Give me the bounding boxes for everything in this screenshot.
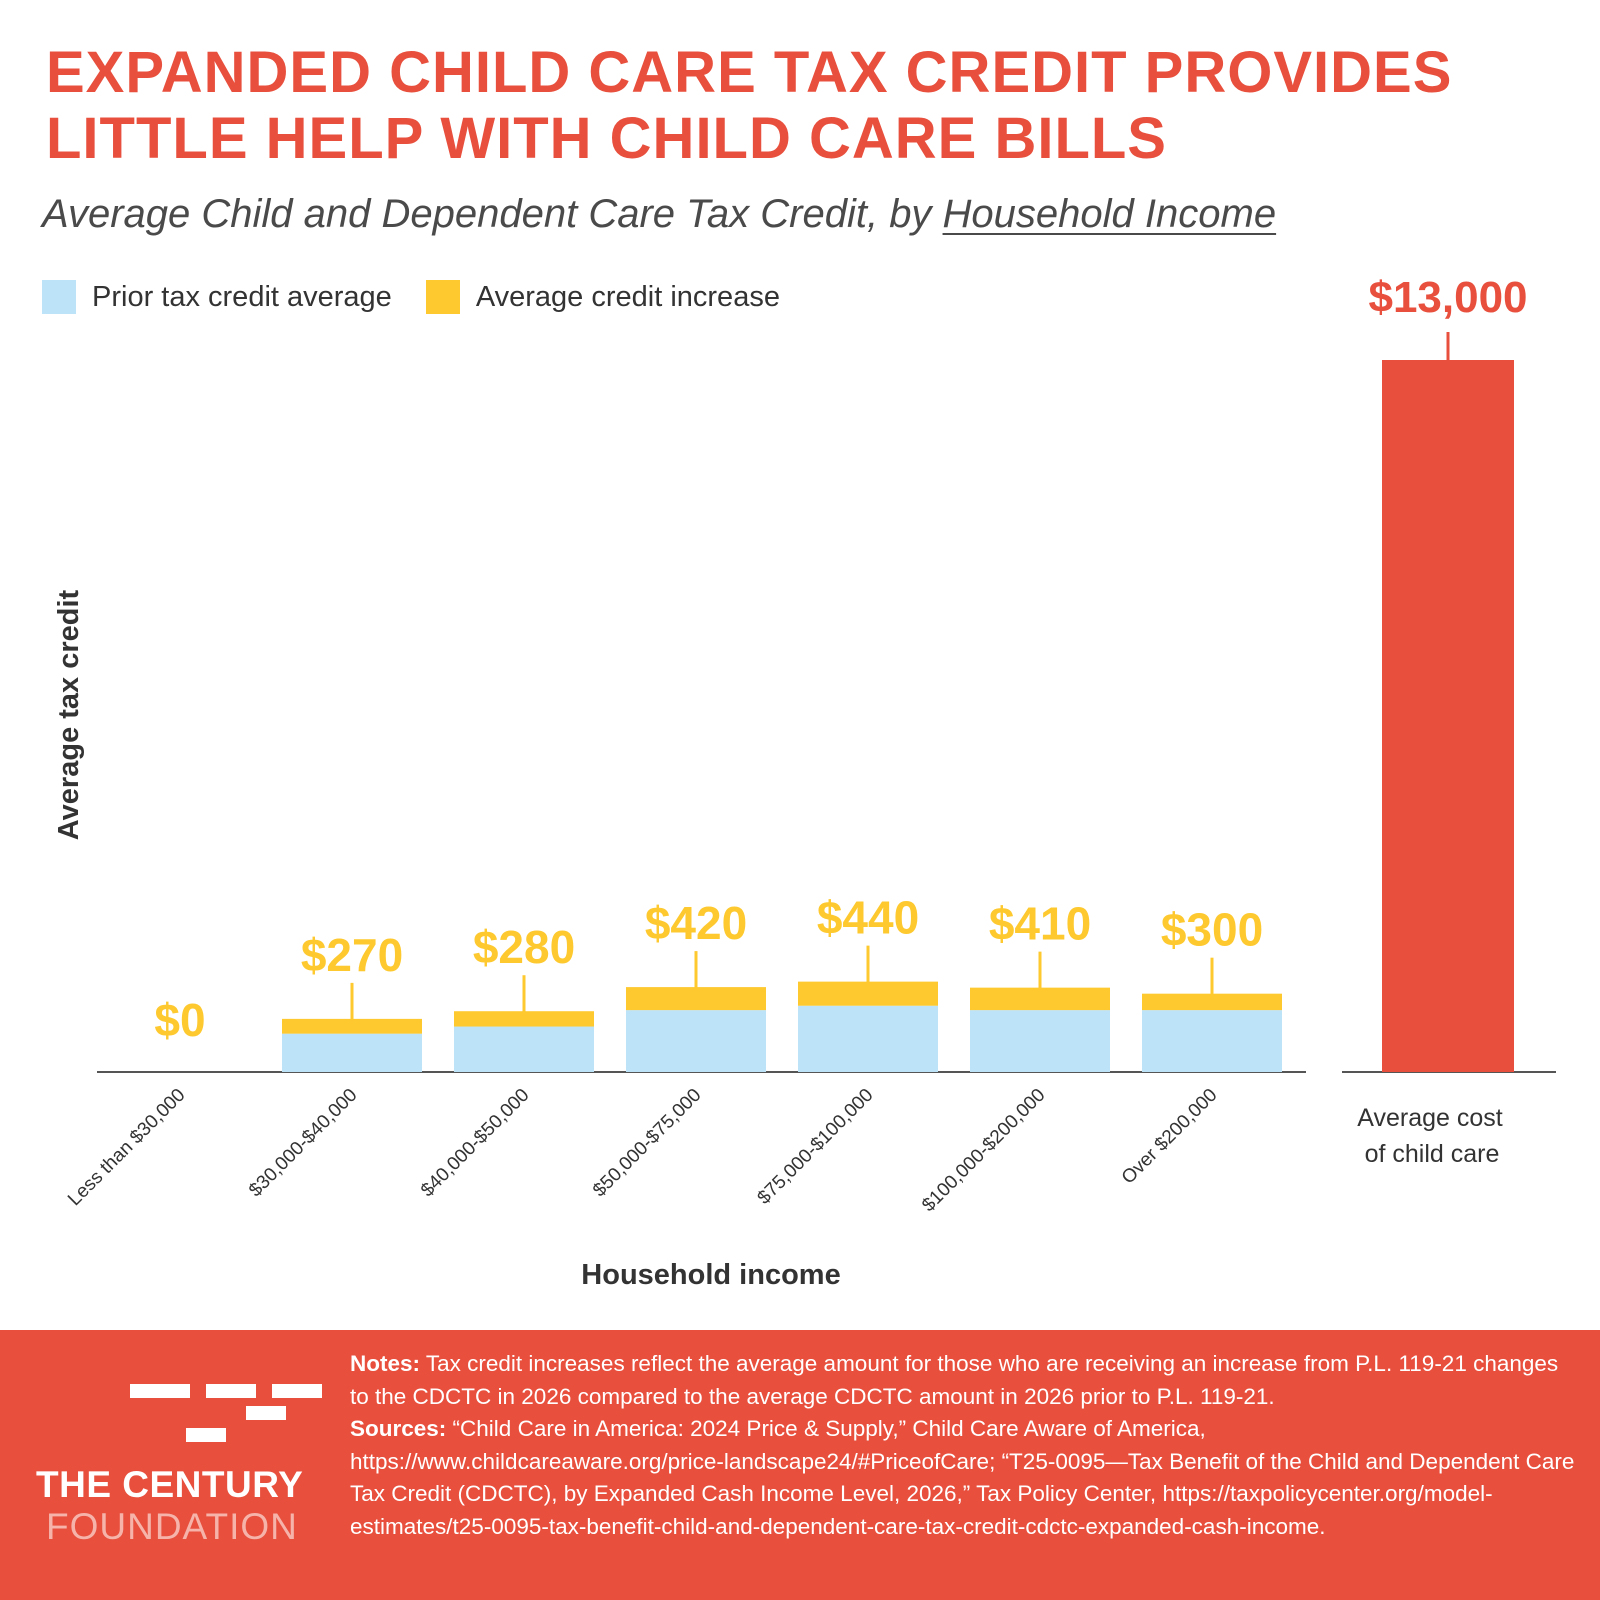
- bar-prior-5: [970, 1010, 1110, 1072]
- chart-title: EXPANDED CHILD CARE TAX CREDIT PROVIDES …: [46, 40, 1566, 172]
- footer: THE CENTURY FOUNDATION Notes: Tax credit…: [0, 1330, 1600, 1600]
- bar-prior-4: [798, 1005, 938, 1072]
- x-tick-label-6: Over $200,000: [1118, 1085, 1222, 1189]
- x-tick-label-1: $30,000-$40,000: [245, 1085, 361, 1201]
- comparison-category-label-line-1: Average cost: [1357, 1104, 1503, 1132]
- data-label-2: $280: [473, 921, 575, 973]
- data-label-6: $300: [1161, 904, 1263, 956]
- legend-item-prior: Prior tax credit average: [42, 280, 392, 314]
- subtitle-underlined: Household Income: [942, 192, 1277, 236]
- legend-label-increase: Average credit increase: [475, 280, 780, 313]
- logo-line-2: FOUNDATION: [46, 1506, 298, 1547]
- legend-swatch-prior: [42, 280, 76, 314]
- bar-chart: $0 Less than $30,000 $270 $30,000-$40,000 $2…: [53, 273, 1556, 1291]
- sources-text: “Child Care in America: 2024 Price & Sup…: [350, 1416, 1575, 1539]
- legend-label-prior: Prior tax credit average: [92, 280, 392, 313]
- notes-paragraph: Notes: Tax credit increases reflect the …: [350, 1348, 1575, 1413]
- legend-swatch-increase: [425, 280, 460, 314]
- sources-paragraph: Sources: “Child Care in America: 2024 Pr…: [350, 1413, 1575, 1543]
- x-tick-label-4: $75,000-$100,000: [754, 1085, 878, 1209]
- bar-prior-6: [1142, 1010, 1282, 1072]
- data-label-3: $420: [645, 897, 747, 949]
- title-line-1: EXPANDED CHILD CARE TAX CREDIT PROVIDES: [46, 40, 1453, 105]
- comparison-category-label-line-2: of child care: [1365, 1140, 1500, 1168]
- data-label-5: $410: [989, 898, 1091, 950]
- x-tick-label-0: Less than $30,000: [64, 1085, 189, 1210]
- bar-prior-1: [282, 1033, 422, 1072]
- bar-comparison: [1382, 360, 1514, 1072]
- data-label-0: $0: [154, 994, 205, 1046]
- notes-label: Notes:: [350, 1351, 421, 1376]
- subtitle-prefix: Average Child and Dependent Care Tax Cre…: [42, 192, 943, 236]
- logo-line-1: THE CENTURY: [36, 1464, 304, 1505]
- century-foundation-logo: THE CENTURY FOUNDATION: [36, 1384, 326, 1547]
- notes-text: Tax credit increases reflect the average…: [350, 1351, 1559, 1409]
- data-label-4: $440: [817, 892, 919, 944]
- legend: Prior tax credit average Average credit …: [42, 280, 814, 314]
- bar-prior-3: [626, 1010, 766, 1072]
- logo-mark-icon: [130, 1384, 326, 1444]
- notes-block: Notes: Tax credit increases reflect the …: [350, 1348, 1575, 1543]
- x-tick-label-3: $50,000-$75,000: [589, 1085, 705, 1201]
- data-label-1: $270: [301, 929, 403, 981]
- comparison-value-label: $13,000: [1368, 273, 1527, 322]
- x-tick-label-5: $100,000-$200,000: [918, 1085, 1049, 1216]
- chart-subtitle: Average Child and Dependent Care Tax Cre…: [42, 192, 1276, 237]
- bar-prior-2: [454, 1026, 594, 1072]
- y-axis-title: Average tax credit: [53, 589, 85, 840]
- sources-label: Sources:: [350, 1416, 447, 1441]
- x-tick-label-2: $40,000-$50,000: [417, 1085, 533, 1201]
- legend-item-increase: Average credit increase: [425, 280, 780, 314]
- x-axis-title: Household income: [581, 1259, 840, 1291]
- title-line-2: LITTLE HELP WITH CHILD CARE BILLS: [46, 106, 1167, 171]
